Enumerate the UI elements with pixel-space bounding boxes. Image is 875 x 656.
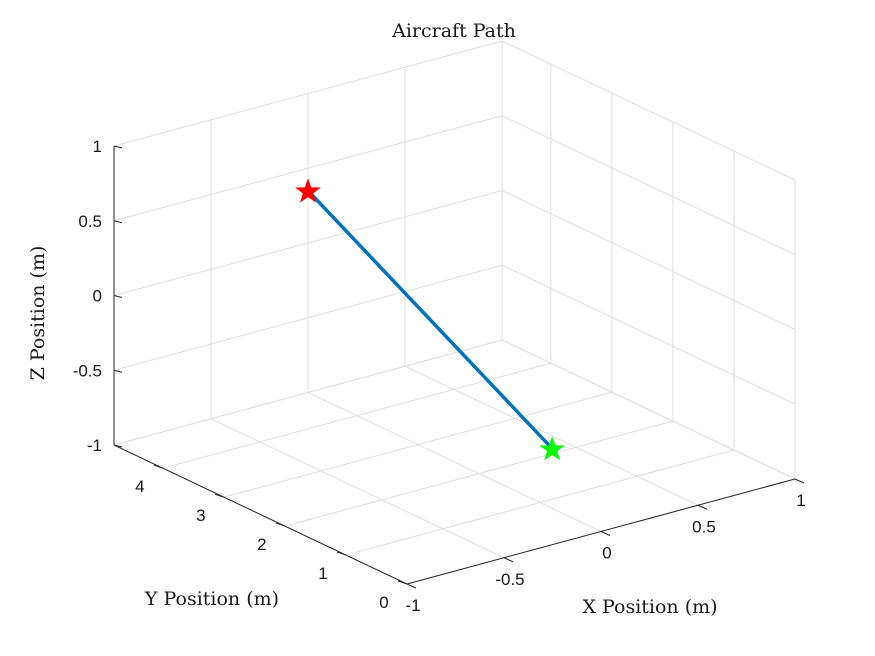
y-axis-line bbox=[113, 444, 408, 585]
x-tick-mark bbox=[600, 531, 611, 536]
z-tick-label: 1 bbox=[93, 137, 102, 156]
y-axis-label: Y Position (m) bbox=[144, 588, 279, 610]
grid-line bbox=[113, 40, 503, 147]
y-tick-mark bbox=[397, 580, 408, 585]
grid-line bbox=[345, 449, 735, 556]
grid-line bbox=[113, 264, 503, 371]
y-tick-mark bbox=[336, 551, 347, 556]
y-tick-mark bbox=[153, 464, 163, 469]
z-tick-mark bbox=[113, 220, 123, 224]
x-tick-mark bbox=[697, 504, 708, 510]
z-tick-mark bbox=[113, 369, 123, 373]
grid-line bbox=[284, 420, 674, 527]
start-star-marker bbox=[295, 178, 321, 203]
x-tick-label: -1 bbox=[405, 596, 420, 615]
z-tick-mark bbox=[113, 444, 123, 448]
grid-line bbox=[113, 190, 503, 296]
y-tick-label: 4 bbox=[135, 477, 144, 496]
x-tick-mark bbox=[406, 583, 417, 589]
grid-line bbox=[501, 40, 796, 181]
grid-line bbox=[501, 339, 796, 480]
x-tick-label: 1 bbox=[796, 491, 805, 510]
grid-lines bbox=[113, 40, 796, 585]
x-tick-label: 0.5 bbox=[692, 517, 716, 536]
x-axis-label: X Position (m) bbox=[582, 596, 717, 618]
y-tick-label: 0 bbox=[379, 593, 388, 612]
z-tick-label: -0.5 bbox=[73, 361, 102, 380]
y-tick-label: 1 bbox=[318, 564, 327, 583]
z-tick-label: 0 bbox=[93, 287, 102, 306]
z-tick-mark bbox=[113, 295, 123, 298]
x-tick-mark bbox=[503, 557, 514, 563]
x-tick-mark bbox=[794, 478, 805, 484]
axis-lines bbox=[113, 145, 805, 589]
grid-line bbox=[501, 190, 796, 330]
y-tick-label: 3 bbox=[196, 506, 205, 525]
path-line bbox=[306, 189, 554, 450]
grid-line bbox=[113, 115, 503, 222]
z-axis-label: Z Position (m) bbox=[27, 246, 49, 381]
y-tick-label: 2 bbox=[257, 535, 266, 554]
chart-title: Aircraft Path bbox=[391, 20, 516, 42]
z-tick-label: 0.5 bbox=[78, 212, 102, 231]
plot-area bbox=[295, 178, 566, 461]
x-tick-label: -0.5 bbox=[495, 570, 524, 589]
z-tick-mark bbox=[113, 145, 123, 149]
end-star-marker bbox=[539, 435, 566, 461]
tick-labels: -1 -0.5 0 0.5 1 0 1 2 3 4 -1 -0.5 0 0.5 1 bbox=[73, 137, 806, 615]
y-tick-mark bbox=[275, 522, 286, 527]
z-tick-label: -1 bbox=[87, 436, 102, 455]
x-tick-label: 0 bbox=[602, 544, 611, 563]
grid-line bbox=[113, 339, 503, 446]
grid-line bbox=[501, 264, 796, 405]
grid-line bbox=[501, 115, 796, 256]
grid-line bbox=[223, 391, 613, 498]
y-tick-mark bbox=[214, 493, 225, 498]
